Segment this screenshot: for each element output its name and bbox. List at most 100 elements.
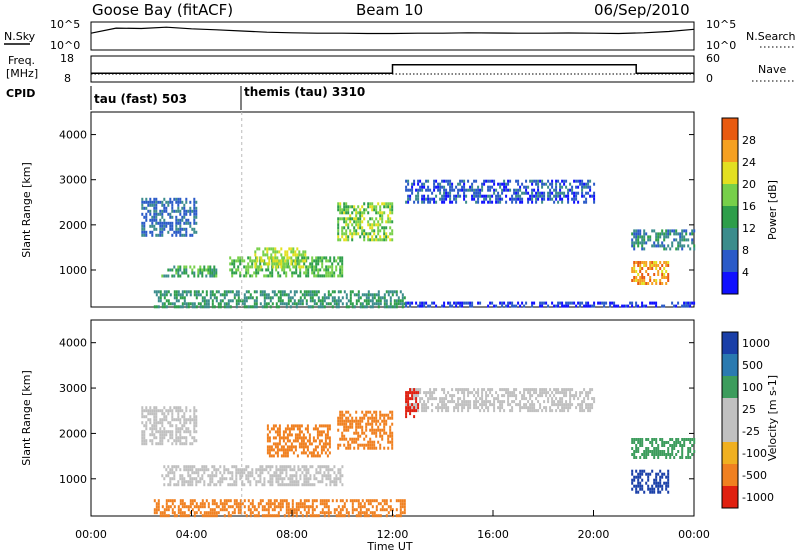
heatmap-cell [367, 419, 370, 423]
heatmap-cell [185, 209, 188, 213]
heatmap-cell [579, 182, 582, 186]
heatmap-cell [298, 427, 301, 431]
heatmap-cell [361, 302, 364, 306]
heatmap-cell [191, 209, 194, 213]
heatmap-cell [631, 487, 634, 491]
heatmap-cell [159, 233, 162, 237]
heatmap-cell [343, 205, 346, 209]
colorbar-tick-label: 16 [742, 200, 756, 213]
heatmap-cell [291, 302, 294, 306]
heatmap-cell [417, 304, 420, 308]
heatmap-cell [171, 415, 174, 419]
heatmap-cell [641, 487, 644, 491]
heatmap-cell [561, 406, 564, 410]
heatmap-cell [237, 299, 240, 303]
heatmap-cell [345, 305, 348, 309]
heatmap-cell [155, 233, 158, 237]
heatmap-cell [296, 247, 299, 251]
heatmap-cell [277, 502, 280, 506]
heatmap-cell [163, 436, 166, 440]
heatmap-cell [365, 443, 368, 447]
heatmap-cell [355, 217, 358, 221]
heatmap-cell [525, 397, 528, 401]
heatmap-cell [501, 304, 504, 308]
heatmap-cell [493, 191, 496, 195]
heatmap-cell [155, 293, 158, 297]
heatmap-cell [302, 445, 305, 449]
heatmap-cell [321, 265, 324, 269]
heatmap-cell [293, 468, 296, 472]
heatmap-cell [302, 433, 305, 437]
heatmap-cell [375, 238, 378, 242]
heatmap-cell [649, 267, 652, 270]
heatmap-cell [569, 388, 572, 392]
heatmap-cell [391, 211, 394, 215]
heatmap-cell [327, 268, 330, 272]
heatmap-cell [443, 403, 446, 407]
heatmap-cell [367, 514, 370, 518]
heatmap-cell [537, 185, 540, 189]
heatmap-cell [647, 484, 650, 488]
colorbar-tick-label: 100 [742, 381, 763, 394]
heatmap-cell [631, 270, 634, 273]
heatmap-cell [157, 502, 160, 506]
heatmap-cell [473, 394, 476, 398]
heatmap-cell [503, 388, 506, 392]
heatmap-cell [285, 511, 288, 515]
heatmap-cell [421, 185, 424, 189]
heatmap-cell [322, 448, 325, 452]
heatmap-cell [304, 442, 307, 446]
heatmap-cell [565, 400, 568, 404]
heatmap-cell [311, 290, 314, 294]
heatmap-cell [357, 299, 360, 303]
heatmap-cell [302, 448, 305, 452]
heatmap-cell [693, 438, 696, 441]
heatmap-cell [391, 293, 394, 297]
heatmap-cell [377, 229, 380, 233]
heatmap-cell [341, 302, 344, 306]
heatmap-cell [155, 212, 158, 216]
heatmap-cell [207, 511, 210, 515]
heatmap-cell [363, 437, 366, 441]
heatmap-cell [217, 505, 220, 509]
heatmap-cell [191, 468, 194, 472]
heatmap-cell [309, 305, 312, 309]
heatmap-cell [433, 182, 436, 186]
heatmap-cell [299, 271, 302, 275]
heatmap-cell [391, 422, 394, 426]
heatmap-cell [271, 480, 274, 484]
heatmap-cell [289, 268, 292, 272]
heatmap-cell [153, 418, 156, 422]
heatmap-cell [217, 480, 220, 484]
heatmap-cell [143, 436, 146, 440]
heatmap-cell [555, 409, 558, 413]
heatmap-cell [183, 468, 186, 472]
heatmap-cell [153, 209, 156, 213]
heatmap-cell [691, 238, 694, 242]
heatmap-cell [183, 296, 186, 300]
heatmap-cell [325, 296, 328, 300]
heatmap-cell [451, 188, 454, 192]
heatmap-cell [643, 450, 646, 453]
heatmap-cell [339, 443, 342, 447]
heatmap-cell [529, 409, 532, 413]
heatmap-cell [463, 188, 466, 192]
heatmap-cell [593, 400, 596, 404]
heatmap-cell [371, 499, 374, 503]
heatmap-cell [557, 391, 560, 395]
heatmap-cell [483, 194, 486, 198]
heatmap-cell [193, 439, 196, 443]
heatmap-cell [209, 511, 212, 515]
heatmap-cell [151, 427, 154, 431]
heatmap-cell [151, 203, 154, 207]
heatmap-cell [171, 468, 174, 472]
heatmap-cell [377, 220, 380, 224]
heatmap-cell [391, 290, 394, 294]
heatmap-cell [193, 511, 196, 515]
heatmap-cell [151, 412, 154, 416]
heatmap-cell [339, 271, 342, 275]
heatmap-cell [435, 406, 438, 410]
heatmap-cell [641, 247, 644, 251]
heatmap-cell [195, 418, 198, 422]
noise-right-tick-bottom: 10^0 [706, 39, 736, 52]
